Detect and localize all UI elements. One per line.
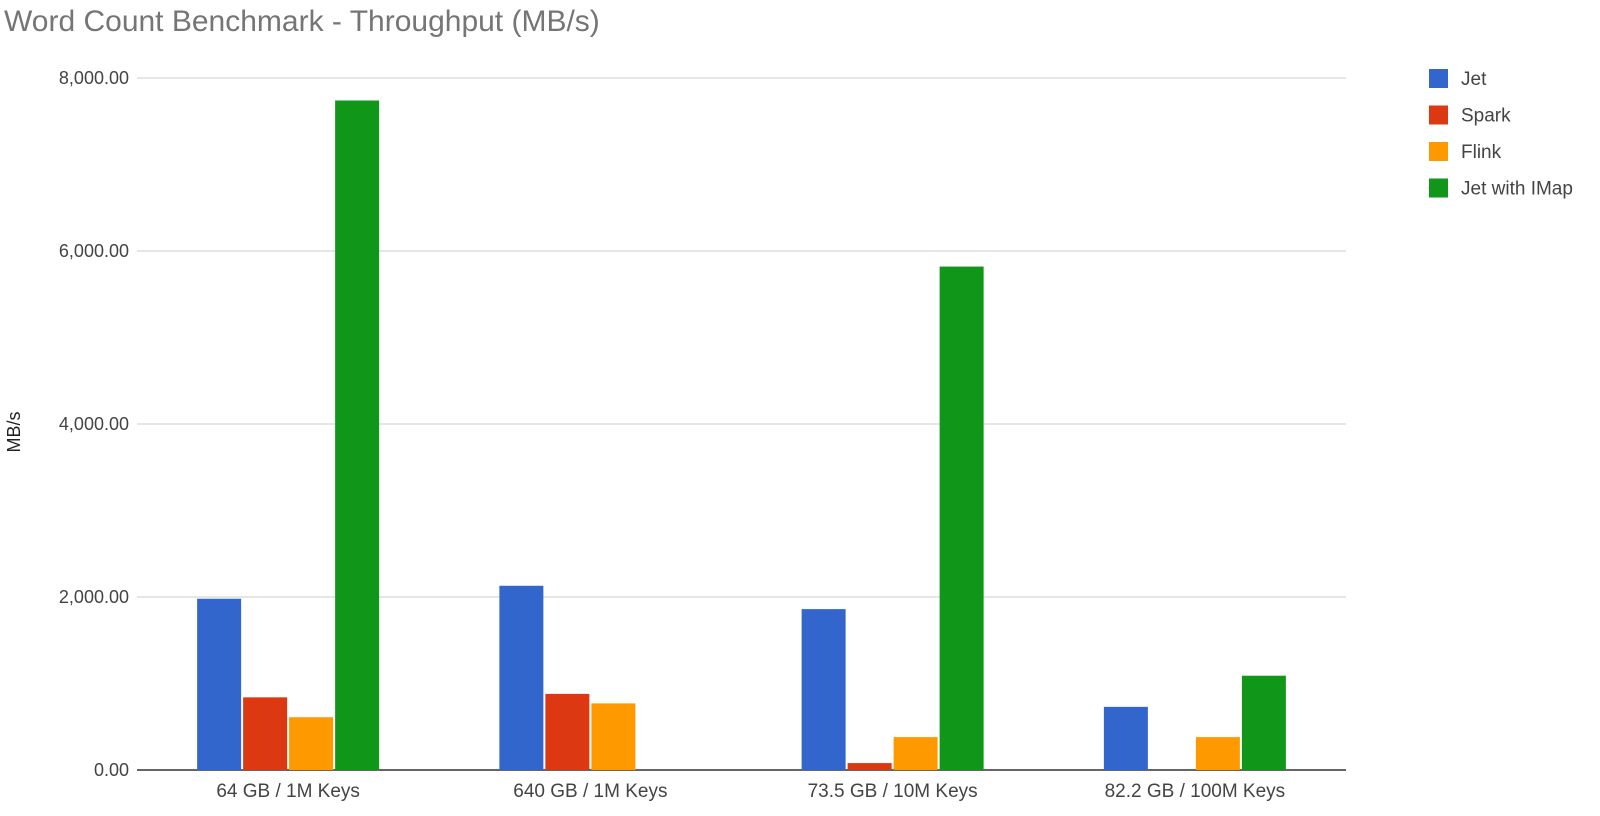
y-tick-label: 6,000.00 [59,241,129,261]
y-tick-label: 2,000.00 [59,587,129,607]
legend-swatch [1429,69,1448,88]
y-axis-ticks: 0.00 2,000.00 4,000.00 6,000.00 8,000.00 [59,68,129,780]
bar [197,598,242,770]
y-tick-label: 0.00 [94,760,129,780]
legend: Jet Spark Flink Jet with IMap [1429,69,1573,200]
bar [545,693,590,770]
bar [1241,675,1286,770]
gridlines [137,77,1346,771]
x-axis-ticks: 64 GB / 1M Keys 640 GB / 1M Keys 73.5 GB /… [216,781,1285,802]
legend-swatch [1429,105,1448,125]
bar [335,100,380,771]
bar [289,717,334,770]
x-tick-label: 64 GB / 1M Keys [216,781,360,802]
bar [591,703,636,770]
x-tick-label: 640 GB / 1M Keys [513,781,667,802]
y-tick-label: 8,000.00 [59,68,129,88]
legend-label: Spark [1461,106,1511,127]
legend-swatch [1429,178,1448,198]
y-axis-title: MB/s [4,411,24,452]
y-tick-label: 4,000.00 [59,414,129,434]
bar [801,609,846,770]
legend-label: Flink [1461,142,1502,163]
chart-title: Word Count Benchmark - Throughput (MB/s) [4,5,600,38]
bar [939,266,984,770]
bar [893,737,938,770]
bar [1103,706,1148,770]
legend-label: Jet [1461,69,1487,90]
legend-swatch [1429,142,1448,161]
x-tick-label: 73.5 GB / 10M Keys [808,781,978,802]
bar [243,697,288,770]
bar [499,585,544,770]
bar [847,763,892,770]
legend-label: Jet with IMap [1461,179,1573,200]
x-tick-label: 82.2 GB / 100M Keys [1105,781,1286,802]
bars [197,100,1286,771]
bar [1195,737,1240,770]
